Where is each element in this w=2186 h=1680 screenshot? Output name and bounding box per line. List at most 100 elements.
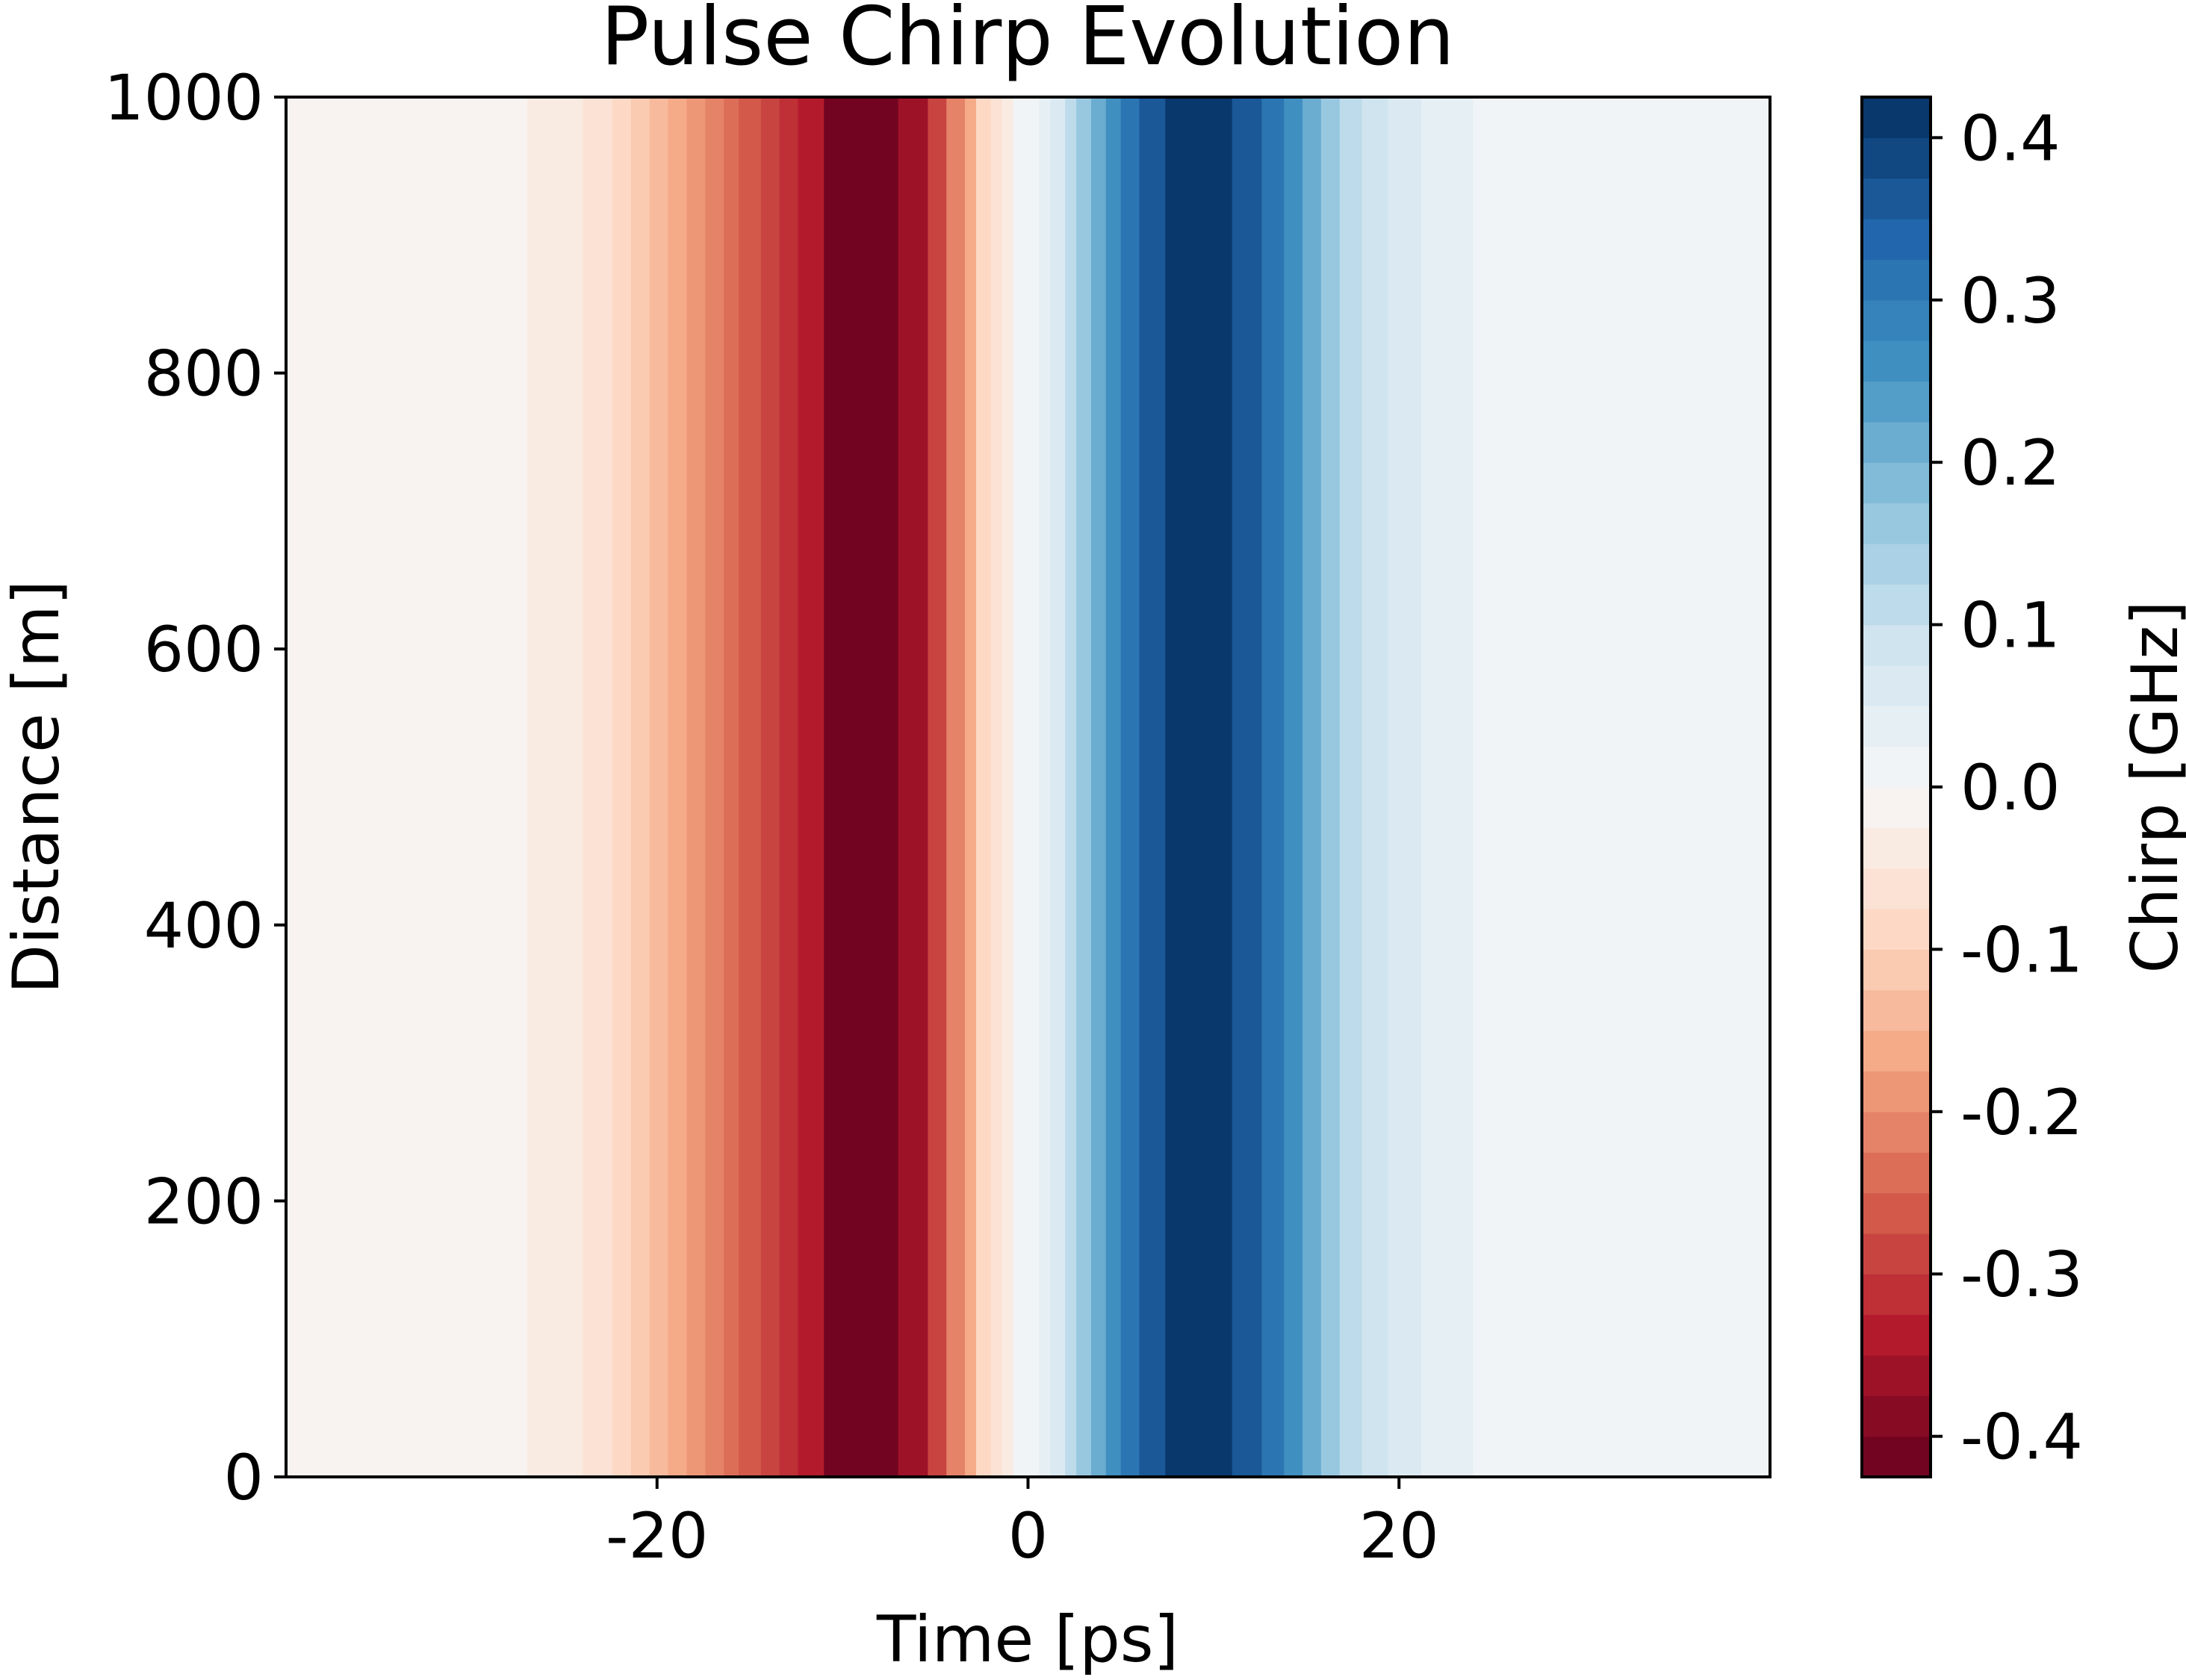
- y-tick-label: 0: [224, 1441, 264, 1514]
- heatmap-cell: [1284, 97, 1303, 1477]
- colorbar-segment: [1862, 259, 1931, 301]
- colorbar-segment: [1862, 381, 1931, 423]
- colorbar-segment: [1862, 665, 1931, 706]
- heatmap-cell: [612, 97, 632, 1477]
- colorbar-segment: [1862, 299, 1931, 341]
- y-axis-label: Distance [m]: [0, 580, 74, 994]
- heatmap-cell: [1302, 97, 1322, 1477]
- x-axis: -20 0 20: [606, 1477, 1439, 1572]
- y-tick-label: 600: [144, 613, 264, 686]
- x-tick-label: -20: [606, 1499, 708, 1572]
- colorbar-segment: [1862, 1233, 1931, 1275]
- heatmap-cell: [1065, 97, 1077, 1477]
- heatmap-cell: [1473, 97, 1771, 1477]
- colorbar-segment: [1862, 1152, 1931, 1194]
- heatmap-cell: [1105, 97, 1122, 1477]
- colorbar-segment: [1862, 137, 1931, 179]
- colorbar-segment: [1862, 340, 1931, 382]
- heatmap-cell: [760, 97, 780, 1477]
- colorbar-segment: [1862, 1274, 1931, 1316]
- heatmap-cell: [990, 97, 1003, 1477]
- y-tick-label: 1000: [104, 61, 264, 134]
- heatmap-cell: [1090, 97, 1107, 1477]
- colorbar-segment: [1862, 219, 1931, 261]
- heatmap-cell: [686, 97, 706, 1477]
- heatmap-cell: [668, 97, 688, 1477]
- colorbar-tick-label: -0.1: [1960, 913, 2083, 986]
- colorbar-segment: [1862, 1314, 1931, 1356]
- colorbar-segment: [1862, 1192, 1931, 1234]
- y-tick-label: 800: [144, 337, 264, 411]
- colorbar-segment: [1862, 421, 1931, 463]
- heatmap-plot-area: [286, 97, 1771, 1477]
- colorbar-tick-label: -0.4: [1960, 1401, 2083, 1474]
- colorbar-tick-label: 0.4: [1960, 102, 2061, 175]
- y-tick-label: 200: [144, 1165, 264, 1238]
- colorbar-segment: [1862, 624, 1931, 666]
- heatmap-cell: [1120, 97, 1140, 1477]
- colorbar-segment: [1862, 543, 1931, 585]
- heatmap-cell: [1050, 97, 1066, 1477]
- heatmap-cell: [739, 97, 762, 1477]
- colorbar-segment: [1862, 706, 1931, 747]
- colorbar-tick-label: 0.0: [1960, 751, 2061, 824]
- heatmap-cell: [724, 97, 739, 1477]
- colorbar-tick-label: 0.3: [1960, 264, 2061, 337]
- heatmap-cell: [705, 97, 724, 1477]
- colorbar-segment: [1862, 1396, 1931, 1437]
- heatmap-cell: [1232, 97, 1263, 1477]
- x-tick-label: 20: [1359, 1499, 1439, 1572]
- heatmap-cell: [946, 97, 966, 1477]
- heatmap-cell: [779, 97, 799, 1477]
- colorbar-segment: [1862, 503, 1931, 544]
- heatmap-cell: [1013, 97, 1040, 1477]
- x-axis-label: Time [ps]: [876, 1602, 1179, 1676]
- colorbar-segment: [1862, 1111, 1931, 1153]
- x-tick-label: 0: [1008, 1499, 1048, 1572]
- colorbar-segment: [1862, 1354, 1931, 1396]
- heatmap-cell: [1339, 97, 1363, 1477]
- colorbar-axis: -0.4 -0.3 -0.2 -0.1 0.0 0.1 0.2 0.3 0.4: [1931, 102, 2083, 1474]
- heatmap-cell: [286, 97, 528, 1477]
- heatmap-cell: [1139, 97, 1166, 1477]
- colorbar-segment: [1862, 1030, 1931, 1072]
- colorbar-segment: [1862, 462, 1931, 504]
- heatmap-cell: [1039, 97, 1051, 1477]
- y-axis: 0 200 400 600 800 1000: [104, 61, 286, 1514]
- heatmap-cell: [824, 97, 899, 1477]
- heatmap-cell: [1076, 97, 1092, 1477]
- heatmap-cell: [798, 97, 825, 1477]
- colorbar-tick-label: 0.2: [1960, 426, 2061, 500]
- heatmap-cell: [965, 97, 977, 1477]
- y-tick-label: 400: [144, 889, 264, 962]
- colorbar-segment: [1862, 746, 1931, 788]
- heatmap-cell: [1320, 97, 1341, 1477]
- heatmap-cell: [583, 97, 613, 1477]
- heatmap-cell: [1002, 97, 1014, 1477]
- colorbar-segment: [1862, 584, 1931, 626]
- colorbar-segment: [1862, 97, 1931, 138]
- chart-title: Pulse Chirp Evolution: [600, 0, 1454, 84]
- heatmap-cell: [1361, 97, 1388, 1477]
- heatmap-cell: [928, 97, 947, 1477]
- colorbar-segment: [1862, 787, 1931, 828]
- colorbar-tick-label: 0.1: [1960, 589, 2061, 662]
- heatmap-cell: [1421, 97, 1474, 1477]
- heatmap-cell: [1261, 97, 1285, 1477]
- heatmap-cell: [649, 97, 669, 1477]
- colorbar-label: Chirp [GHz]: [2118, 600, 2186, 973]
- heatmap-cell: [1388, 97, 1422, 1477]
- colorbar-segment: [1862, 989, 1931, 1031]
- heatmap-cell: [898, 97, 928, 1477]
- heatmap-cell: [630, 97, 650, 1477]
- colorbar-segment: [1862, 827, 1931, 869]
- heatmap-cell: [1165, 97, 1233, 1477]
- heatmap-cell: [975, 97, 992, 1477]
- heatmap-cell: [527, 97, 583, 1477]
- colorbar-tick-label: -0.2: [1960, 1076, 2083, 1149]
- colorbar-segment: [1862, 1071, 1931, 1113]
- colorbar-tick-label: -0.3: [1960, 1238, 2083, 1311]
- colorbar-segment: [1862, 178, 1931, 220]
